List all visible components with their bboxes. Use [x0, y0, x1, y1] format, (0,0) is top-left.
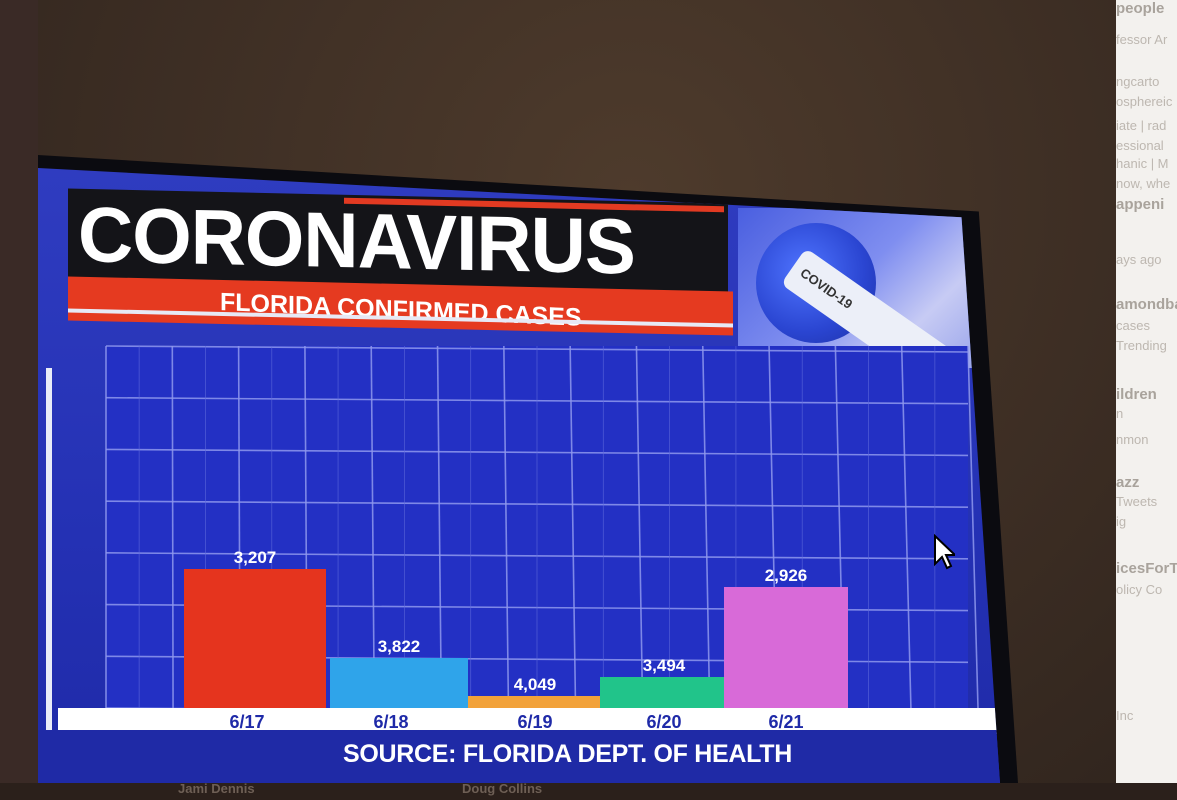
bar	[330, 658, 468, 708]
sidebar-line: iate | rad	[1116, 118, 1167, 133]
sidebar-line: hanic | M	[1116, 156, 1169, 171]
grid-line-vertical	[635, 345, 644, 709]
x-tick-label: 6/17	[229, 712, 264, 732]
bar-value-label: 3,207	[234, 548, 277, 567]
x-tick-label: 6/19	[517, 712, 552, 732]
grid-line-vertical	[967, 345, 979, 709]
bar-value-label: 3,494	[643, 656, 686, 675]
bar	[184, 569, 326, 708]
source-strip	[38, 730, 1000, 783]
bar	[600, 677, 728, 708]
sidebar-line: nmon	[1116, 432, 1149, 447]
x-tick-label: 6/20	[646, 712, 681, 732]
sidebar-line: Trending	[1116, 338, 1167, 353]
sidebar-line: people	[1116, 0, 1165, 17]
grid-line-vertical	[370, 345, 376, 709]
sidebar-line: azz	[1116, 474, 1140, 491]
bar	[724, 587, 848, 708]
bar-chart: 3,207 3,822 4,049 3,494 2,926 6/17 6/18 6/19 6/2…	[46, 345, 1000, 783]
grid-line-vertical	[569, 345, 577, 709]
sidebar-line: ays ago	[1116, 252, 1162, 267]
mouse-cursor-icon	[934, 534, 955, 570]
grid-line-vertical	[503, 345, 510, 709]
bar-value-label: 2,926	[765, 566, 808, 585]
twitter-sidebar: people fessor Ar ngcarto osphereic iate | ra…	[1116, 0, 1177, 800]
sidebar-line: n	[1116, 406, 1124, 421]
bottom-left-name: Jami Dennis	[178, 783, 255, 796]
grid-line-vertical	[701, 345, 711, 709]
bottom-strip: Jami Dennis Doug Collins	[0, 783, 1177, 800]
sidebar-line: Tweets	[1116, 494, 1158, 509]
tv-screen: COVID-19 CORONAVIRUS FLORIDA CONFIRMED C…	[38, 168, 1000, 783]
bottom-right-name: Doug Collins	[462, 783, 543, 796]
x-axis-strip	[58, 708, 1000, 734]
sidebar-line: Inc	[1116, 708, 1134, 723]
grid-line-vertical	[171, 345, 174, 709]
sidebar-line: osphereic	[1116, 94, 1173, 109]
sidebar-line: fessor Ar	[1116, 32, 1168, 47]
grid-line-vertical	[436, 345, 443, 709]
chart-source: SOURCE: FLORIDA DEPT. OF HEALTH	[343, 740, 793, 768]
sidebar-line: icesForTr	[1116, 560, 1177, 577]
sidebar-line: cases	[1116, 318, 1150, 333]
grid-line-vertical	[900, 345, 912, 709]
sidebar-line: appeni	[1116, 196, 1165, 213]
bar	[468, 696, 602, 708]
sidebar-line: now, whe	[1116, 176, 1171, 191]
x-tick-label: 6/21	[768, 712, 803, 732]
screen-left-edge	[46, 368, 52, 783]
x-tick-label: 6/18	[373, 712, 408, 732]
sidebar-line: ig	[1116, 514, 1127, 529]
sidebar-line: ngcarto	[1116, 74, 1160, 89]
sidebar-line: ildren	[1116, 386, 1157, 403]
sidebar-line: olicy Co	[1116, 582, 1163, 597]
bar-value-label: 3,822	[378, 637, 421, 656]
bar-value-label: 4,049	[514, 675, 557, 694]
sidebar-line: essional	[1116, 138, 1164, 153]
sidebar-line: amondba	[1116, 296, 1177, 313]
